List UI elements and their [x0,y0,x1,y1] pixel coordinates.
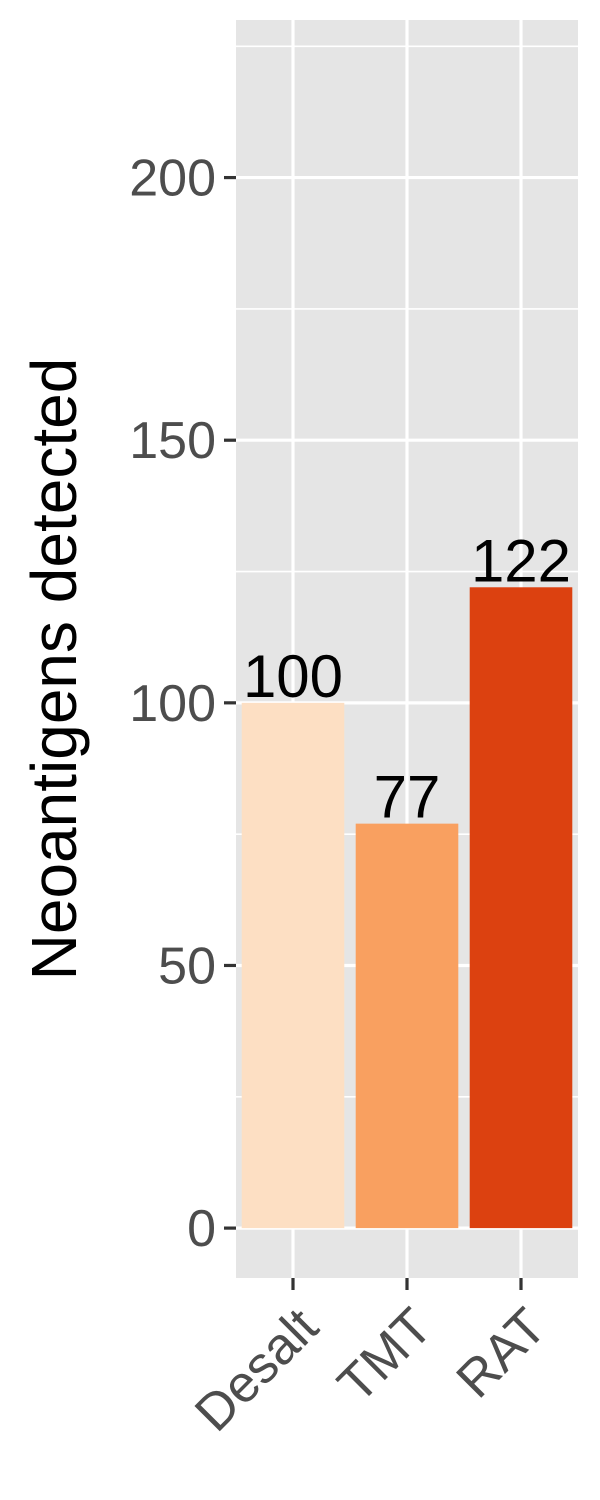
data-label-rat: 122 [471,527,571,594]
y-axis: 0 50 100 150 200 [129,150,236,1258]
y-tick-label: 150 [129,412,216,470]
y-tick-label: 0 [187,1200,216,1258]
x-tick-label-tmt: TMT [327,1297,444,1414]
bars [241,587,573,1229]
bar-tmt [355,823,459,1229]
y-axis-title: Neoantigens detected [18,358,90,981]
y-tick-label: 50 [158,937,216,995]
y-tick-label: 100 [129,675,216,733]
data-label-desalt: 100 [243,643,343,710]
data-labels: 100 77 122 [243,527,571,830]
y-tick-label: 200 [129,150,216,208]
bar-desalt [241,702,345,1229]
bar-rat [469,587,573,1229]
data-label-tmt: 77 [374,764,441,831]
x-tick-label-rat: RAT [446,1297,558,1409]
x-tick-label-desalt: Desalt [184,1297,330,1443]
